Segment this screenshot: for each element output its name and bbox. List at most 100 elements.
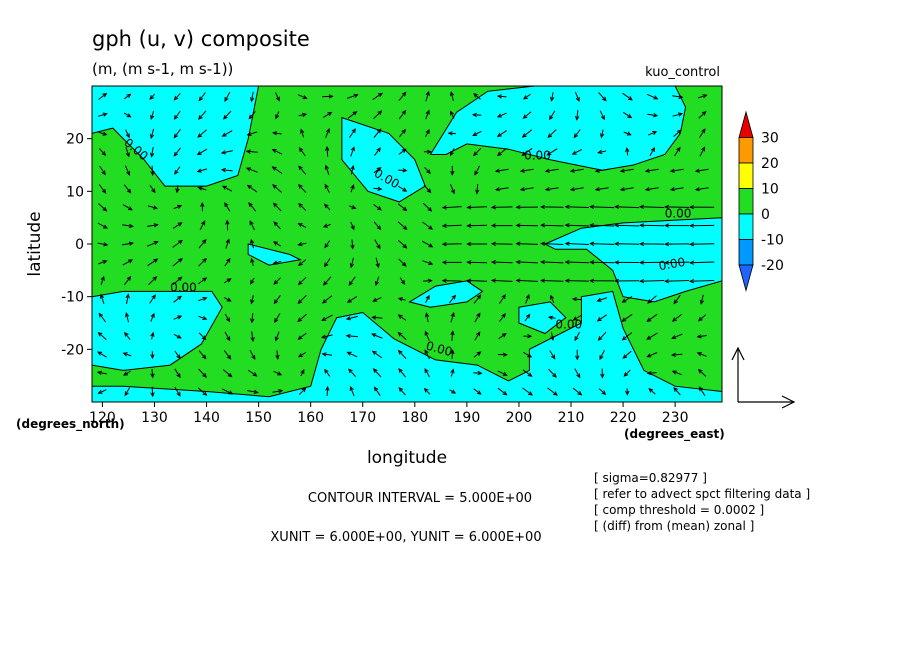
wind-arrow (250, 313, 255, 324)
wind-arrow (639, 223, 665, 228)
wind-arrow (224, 202, 231, 212)
wind-arrow (250, 257, 255, 267)
wind-arrow (271, 166, 283, 174)
wind-arrow (574, 368, 581, 379)
wind-arrow (674, 146, 681, 157)
wind-arrow (522, 111, 532, 119)
wind-arrow (173, 128, 181, 139)
wind-arrow (222, 110, 232, 120)
wind-arrow (224, 257, 231, 267)
y-tick-label: -20 (61, 342, 84, 358)
wind-arrow (670, 352, 683, 357)
wind-arrow (199, 220, 206, 231)
wind-arrow (372, 368, 382, 378)
wind-arrow (473, 92, 481, 100)
contour-label: 0.00 (658, 255, 687, 273)
wind-arrow (599, 349, 605, 361)
wind-arrow (598, 388, 607, 396)
wind-arrow (223, 350, 232, 360)
wind-arrow (450, 330, 455, 341)
contour-label: 0.00 (524, 149, 551, 163)
wind-arrow (98, 312, 107, 323)
wind-arrow (515, 241, 538, 246)
wind-arrow (689, 260, 715, 265)
wind-arrow (297, 222, 307, 229)
wind-arrow (372, 92, 383, 101)
wind-arrow (245, 167, 258, 173)
wind-arrow (490, 259, 513, 265)
wind-arrow (123, 112, 132, 118)
wind-arrow (150, 110, 155, 120)
y-tick-label: -10 (61, 290, 84, 306)
wind-arrow (494, 168, 509, 173)
wind-arrow (594, 186, 609, 192)
x-tick-label: 190 (454, 410, 481, 426)
wind-arrow (346, 93, 359, 99)
y-tick-label: 20 (66, 132, 84, 148)
wind-arrow (298, 387, 307, 396)
wind-arrow (474, 331, 481, 341)
wind-arrow (673, 387, 681, 396)
wind-arrow (597, 149, 607, 155)
wind-arrow (398, 148, 407, 155)
wind-arrow (519, 168, 534, 173)
wind-arrow (320, 334, 333, 339)
wind-arrow (540, 259, 564, 265)
wind-arrow (646, 93, 659, 100)
wind-arrow (297, 94, 308, 100)
colorbar-label: 10 (761, 182, 779, 198)
wind-arrow (466, 223, 488, 228)
colorbar-cap-top (738, 110, 754, 138)
wind-arrow (349, 205, 357, 210)
wind-arrow (172, 222, 183, 229)
wind-arrow (596, 297, 608, 302)
wind-arrow (298, 183, 307, 194)
wind-arrow (273, 277, 281, 285)
wind-arrow (494, 186, 509, 192)
wind-arrow (422, 202, 433, 212)
wind-arrow (150, 386, 155, 398)
wind-arrow (425, 129, 430, 138)
y-axis-ticks: 20 10 0 -10 -20 (61, 132, 92, 358)
wind-arrow (449, 110, 455, 119)
wind-arrow (699, 128, 706, 138)
wind-arrow (648, 131, 658, 136)
y-tick-label: 10 (66, 184, 84, 200)
wind-arrow (466, 278, 488, 283)
colorbar-segment (738, 213, 754, 240)
wind-arrow (225, 219, 230, 231)
contour-label: 0.00 (555, 317, 582, 331)
wind-arrow (197, 129, 207, 138)
wind-arrow (223, 278, 232, 284)
x-tick-label: 150 (245, 410, 272, 426)
wind-arrow (373, 386, 381, 396)
wind-arrow (596, 314, 608, 322)
wind-arrow (149, 128, 155, 139)
wind-arrow (524, 313, 531, 322)
wind-arrow (222, 388, 234, 395)
wind-arrow (174, 386, 181, 397)
x-tick-label: 140 (193, 410, 220, 426)
note-line: [ sigma=0.82977 ] (594, 471, 707, 485)
wind-arrow (399, 277, 406, 285)
wind-arrow (619, 168, 634, 173)
y-unit-label: (degrees_north) (16, 417, 125, 432)
wind-arrow (699, 294, 705, 305)
wind-arrow (499, 312, 506, 322)
wind-arrow (622, 92, 633, 101)
wind-arrow (275, 111, 280, 120)
wind-arrow (425, 109, 430, 120)
wind-arrow (175, 185, 180, 194)
wind-arrow (572, 315, 582, 321)
wind-arrow (589, 278, 615, 284)
wind-arrow (694, 186, 709, 192)
wind-arrow (300, 368, 305, 377)
wind-arrow (97, 389, 107, 394)
wind-arrow (498, 333, 507, 340)
colorbar: 30 20 10 0 -10 -20 (738, 110, 784, 293)
wind-arrow (639, 260, 665, 265)
wind-arrow (571, 149, 583, 155)
wind-arrow (564, 223, 589, 228)
wind-arrow (424, 312, 430, 323)
wind-arrow (373, 204, 382, 211)
